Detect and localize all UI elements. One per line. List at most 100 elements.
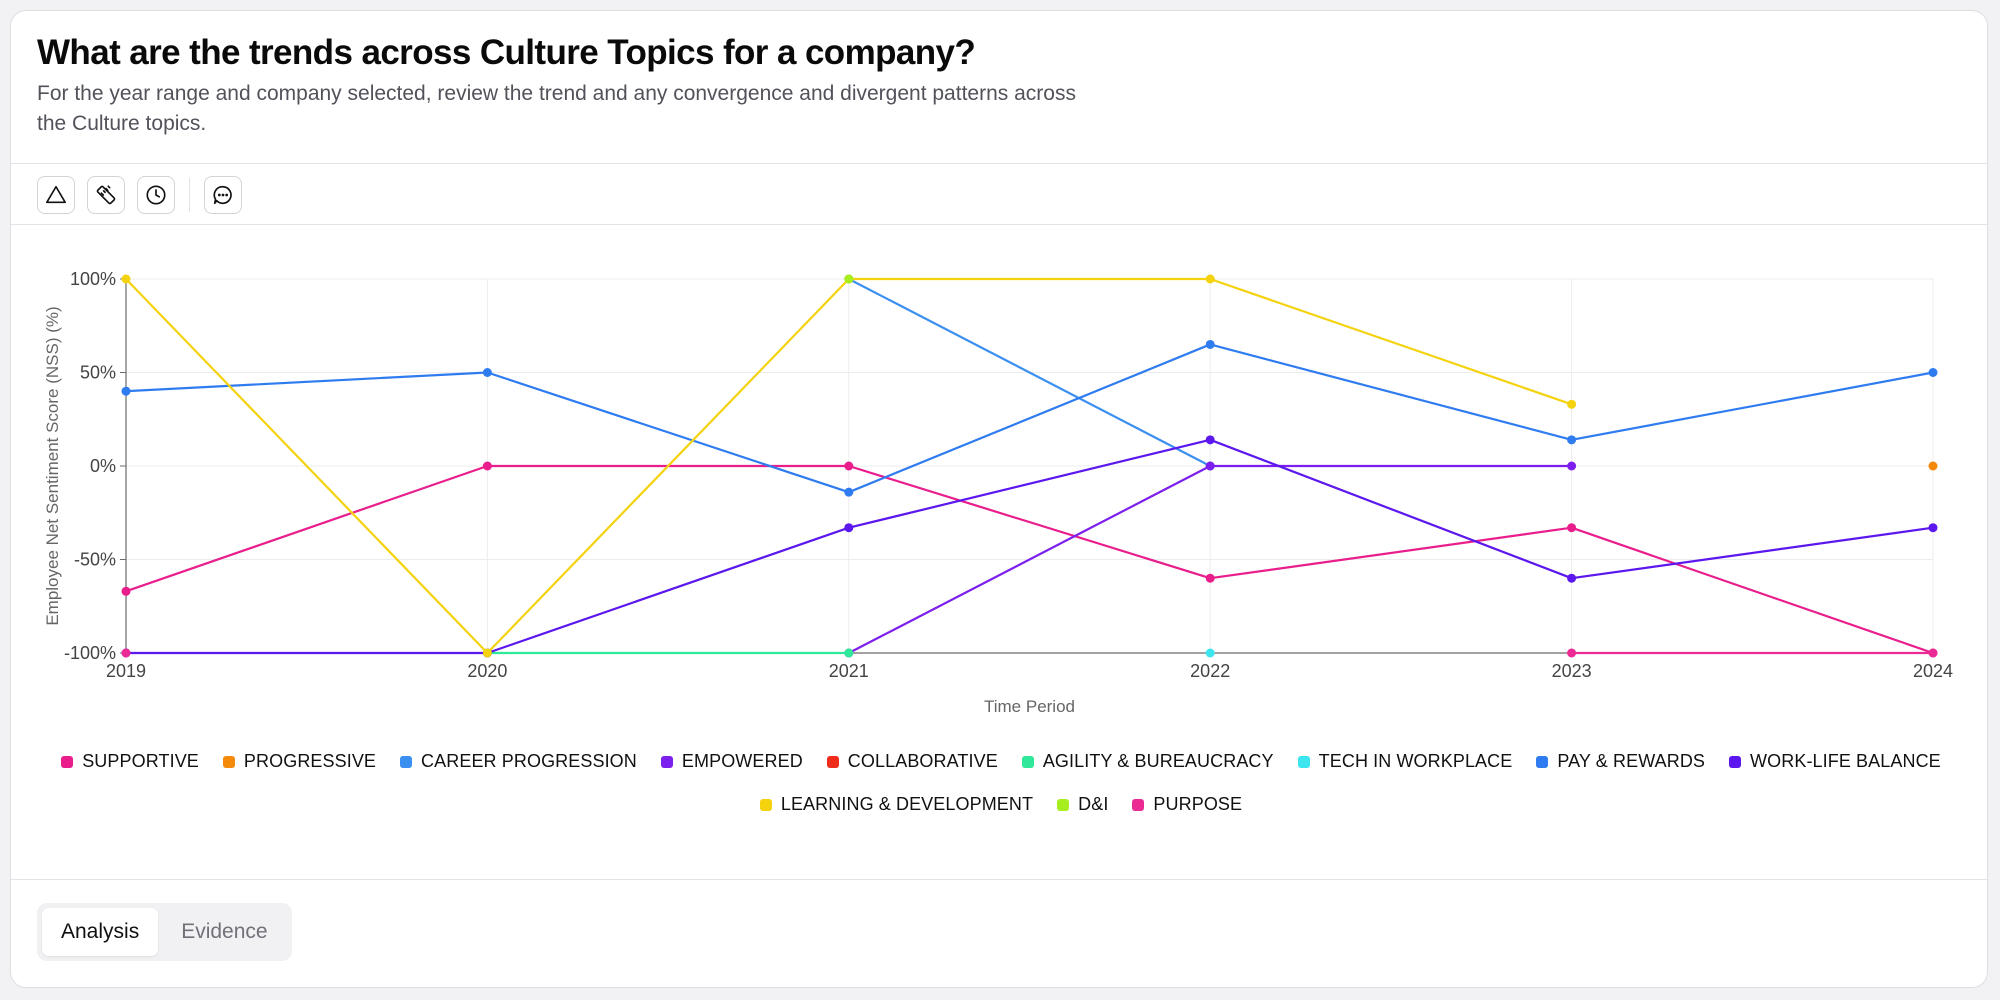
clock-tool-button[interactable] (137, 176, 175, 214)
legend-item-pay-rewards[interactable]: PAY & REWARDS (1536, 751, 1705, 772)
header-divider (11, 163, 1987, 164)
series-line-learning-development (125, 278, 489, 654)
legend-label: CAREER PROGRESSION (421, 751, 637, 771)
comment-tool-button[interactable] (204, 176, 242, 214)
legend-item-purpose[interactable]: PURPOSE (1132, 794, 1242, 815)
legend-item-supportive[interactable]: SUPPORTIVE (61, 751, 199, 772)
x-axis-title: Time Period (984, 697, 1075, 716)
data-point-learning-development (121, 274, 131, 284)
toolbar-divider (11, 224, 1987, 225)
series-line-career-progression (848, 278, 1211, 467)
ruler-tool-button[interactable] (87, 176, 125, 214)
data-point-supportive (121, 586, 131, 596)
x-tick-label: 2024 (1913, 661, 1953, 681)
data-point-pay-rewards (1567, 435, 1577, 445)
page-subtitle: For the year range and company selected,… (37, 82, 1076, 135)
data-point-empowered (1205, 461, 1215, 471)
data-point-pay-rewards (1205, 339, 1215, 349)
legend-swatch (759, 798, 772, 811)
data-point-agility-bureaucracy (844, 648, 854, 658)
line-chart: 100% 50% 0% -50% -100%2019 2020 2021 2022 2023 20… (43, 269, 1953, 716)
y-axis-title: Employee Net Sentiment Score (NSS) (%) (43, 306, 62, 625)
data-point-supportive (1205, 573, 1215, 583)
legend-item-d-i[interactable]: D&I (1057, 794, 1108, 815)
series-line-work-life-balance (1209, 438, 1572, 580)
clock-icon (146, 185, 166, 205)
legend-label: D&I (1078, 794, 1109, 814)
legend-item-collaborative[interactable]: COLLABORATIVE (826, 751, 998, 772)
legend-swatch (826, 755, 839, 768)
data-point-pay-rewards (482, 368, 492, 377)
data-point-work-life-balance (1567, 573, 1577, 583)
triangle-icon (46, 185, 66, 204)
legend-swatch (1536, 755, 1549, 768)
data-point-empowered (1567, 461, 1577, 471)
series-line-pay-rewards (848, 343, 1211, 494)
series-line-supportive (1571, 526, 1934, 655)
legend-swatch (222, 755, 235, 768)
legend-item-empowered[interactable]: EMPOWERED (660, 751, 803, 772)
data-point-supportive (482, 461, 492, 471)
series-line-supportive (125, 464, 488, 593)
data-point-learning-development (1567, 399, 1577, 409)
data-point-purpose (1928, 648, 1938, 658)
data-point-work-life-balance (844, 523, 854, 533)
y-tick-label: 50% (80, 363, 116, 383)
chart-card: What are the trends across Culture Topic… (10, 10, 1988, 988)
y-tick-label: -100% (64, 643, 116, 663)
tab-analysis[interactable]: Analysis (42, 908, 159, 956)
data-point-d-i (844, 274, 854, 284)
legend-label: SUPPORTIVE (82, 751, 199, 771)
legend-item-work-life-balance[interactable]: WORK-LIFE BALANCE (1729, 751, 1941, 772)
chart-legend: SUPPORTIVE PROGRESSIVE CAREER PROGRESSION E… (51, 751, 1951, 815)
data-point-supportive (1567, 523, 1577, 533)
series-line-empowered (848, 465, 1211, 654)
data-point-pay-rewards (844, 487, 854, 497)
toolbar-separator (189, 178, 190, 212)
series-line-supportive (1210, 526, 1572, 580)
legend-swatch (660, 755, 673, 768)
legend-swatch (1297, 755, 1310, 768)
legend-label: PURPOSE (1153, 794, 1243, 814)
data-point-learning-development (1205, 274, 1215, 284)
legend-label: PROGRESSIVE (243, 751, 377, 771)
page-title: What are the trends across Culture Topic… (37, 33, 976, 72)
legend-item-learning-development[interactable]: LEARNING & DEVELOPMENT (759, 794, 1034, 815)
legend-label: AGILITY & BUREAUCRACY (1042, 751, 1274, 771)
data-point-purpose (121, 648, 131, 658)
x-tick-label: 2021 (829, 661, 869, 681)
legend-swatch (1021, 755, 1034, 768)
legend-label: LEARNING & DEVELOPMENT (780, 794, 1034, 814)
x-tick-label: 2019 (106, 661, 146, 681)
series-line-pay-rewards (125, 371, 488, 393)
legend-swatch (1132, 798, 1145, 811)
toolbar (37, 175, 242, 215)
data-point-tech-in-workplace (1205, 648, 1215, 658)
legend-swatch (1057, 798, 1070, 811)
x-tick-label: 2020 (467, 661, 507, 681)
legend-item-progressive[interactable]: PROGRESSIVE (222, 751, 377, 772)
y-tick-label: 100% (70, 269, 116, 289)
series-line-pay-rewards (487, 371, 850, 494)
footer-divider (11, 879, 1987, 880)
triangle-tool-button[interactable] (37, 176, 75, 214)
x-tick-label: 2022 (1190, 661, 1230, 681)
tab-evidence[interactable]: Evidence (181, 920, 268, 943)
data-point-purpose (1567, 648, 1577, 658)
series-line-work-life-balance (848, 438, 1211, 529)
series-line-work-life-balance (487, 526, 850, 655)
ruler-icon (96, 185, 116, 205)
legend-label: EMPOWERED (681, 751, 803, 771)
legend-label: PAY & REWARDS (1557, 751, 1706, 771)
legend-item-agility-bureaucracy[interactable]: AGILITY & BUREAUCRACY (1021, 751, 1274, 772)
data-point-progressive (1928, 461, 1938, 471)
comment-icon (213, 185, 232, 205)
data-point-supportive (844, 461, 854, 471)
series-line-work-life-balance (1571, 526, 1934, 580)
legend-item-tech-in-workplace[interactable]: TECH IN WORKPLACE (1297, 751, 1513, 772)
data-point-learning-development (482, 648, 492, 658)
legend-label: TECH IN WORKPLACE (1318, 751, 1513, 771)
y-tick-label: -50% (74, 550, 116, 570)
legend-item-career-progression[interactable]: CAREER PROGRESSION (400, 751, 637, 772)
legend-swatch (400, 755, 413, 768)
